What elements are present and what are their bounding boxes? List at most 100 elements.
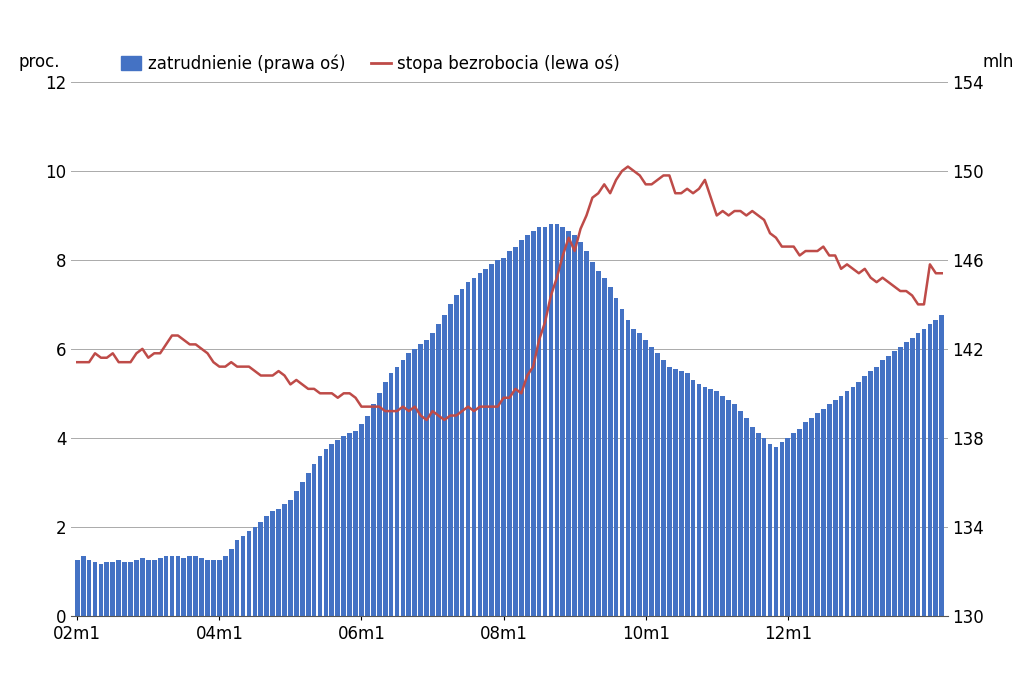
Bar <box>460 289 465 616</box>
Bar <box>354 431 358 616</box>
Bar <box>436 324 441 616</box>
Bar <box>388 373 393 616</box>
Legend: zatrudnienie (prawa oś), stopa bezrobocia (lewa oś): zatrudnienie (prawa oś), stopa bezroboci… <box>115 48 627 79</box>
Bar <box>240 536 246 616</box>
Bar <box>329 445 334 616</box>
Bar <box>169 555 174 616</box>
Bar <box>116 560 121 616</box>
Bar <box>264 516 269 616</box>
Bar <box>702 386 707 616</box>
Bar <box>175 555 180 616</box>
Text: mln: mln <box>982 53 1014 71</box>
Bar <box>81 555 86 616</box>
Bar <box>826 404 832 616</box>
Bar <box>507 251 512 616</box>
Bar <box>359 425 364 616</box>
Bar <box>620 308 625 616</box>
Bar <box>809 418 814 616</box>
Bar <box>833 400 838 616</box>
Bar <box>756 434 760 616</box>
Bar <box>341 436 346 616</box>
Bar <box>892 351 897 616</box>
Bar <box>140 558 145 616</box>
Bar <box>288 500 292 616</box>
Bar <box>158 558 162 616</box>
Bar <box>93 562 98 616</box>
Bar <box>478 273 482 616</box>
Bar <box>229 549 233 616</box>
Bar <box>667 367 672 616</box>
Bar <box>105 562 109 616</box>
Bar <box>887 356 891 616</box>
Bar <box>371 404 376 616</box>
Bar <box>383 382 387 616</box>
Bar <box>786 438 790 616</box>
Bar <box>697 384 701 616</box>
Bar <box>270 511 275 616</box>
Bar <box>673 369 678 616</box>
Bar <box>501 258 506 616</box>
Bar <box>940 315 945 616</box>
Bar <box>300 482 305 616</box>
Bar <box>276 509 281 616</box>
Bar <box>607 287 612 616</box>
Bar <box>821 409 825 616</box>
Bar <box>732 404 737 616</box>
Bar <box>448 304 452 616</box>
Bar <box>324 449 328 616</box>
Bar <box>99 564 103 616</box>
Bar <box>927 324 932 616</box>
Bar <box>638 333 642 616</box>
Bar <box>187 555 193 616</box>
Bar <box>543 226 547 616</box>
Bar <box>679 371 684 616</box>
Bar <box>495 260 500 616</box>
Bar <box>874 367 879 616</box>
Bar <box>762 438 766 616</box>
Bar <box>400 360 406 616</box>
Bar <box>537 226 541 616</box>
Bar <box>851 386 855 616</box>
Bar <box>200 558 204 616</box>
Bar <box>223 555 227 616</box>
Bar <box>181 558 186 616</box>
Bar <box>247 531 252 616</box>
Bar <box>217 560 222 616</box>
Bar <box>720 395 726 616</box>
Bar <box>797 429 802 616</box>
Bar <box>815 413 819 616</box>
Bar <box>110 562 115 616</box>
Bar <box>773 447 779 616</box>
Bar <box>661 360 665 616</box>
Bar <box>904 342 909 616</box>
Bar <box>318 456 322 616</box>
Bar <box>898 347 903 616</box>
Bar <box>306 473 311 616</box>
Bar <box>335 440 340 616</box>
Bar <box>419 345 423 616</box>
Bar <box>933 320 938 616</box>
Bar <box>626 320 631 616</box>
Bar <box>394 367 399 616</box>
Bar <box>442 315 446 616</box>
Bar <box>74 560 79 616</box>
Bar <box>519 240 524 616</box>
Bar <box>868 371 873 616</box>
Bar <box>767 445 772 616</box>
Bar <box>253 527 257 616</box>
Bar <box>205 560 210 616</box>
Bar <box>513 247 518 616</box>
Bar <box>365 416 370 616</box>
Bar <box>259 523 263 616</box>
Bar <box>483 269 488 616</box>
Bar <box>194 555 198 616</box>
Bar <box>590 262 595 616</box>
Bar <box>312 464 317 616</box>
Bar <box>87 560 92 616</box>
Bar <box>839 395 844 616</box>
Bar <box>152 560 157 616</box>
Bar <box>489 264 494 616</box>
Bar <box>780 442 785 616</box>
Bar <box>573 235 577 616</box>
Bar <box>293 491 299 616</box>
